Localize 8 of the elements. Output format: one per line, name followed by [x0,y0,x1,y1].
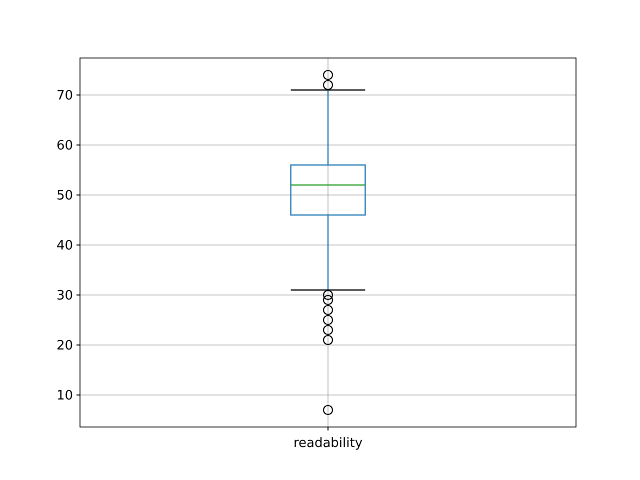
y-tick-label: 40 [56,238,73,254]
x-tick-label: readability [293,436,363,451]
y-tick-label: 20 [56,338,73,354]
y-tick-label: 70 [56,88,73,104]
y-tick-label: 50 [56,188,73,204]
y-tick-label: 60 [56,138,73,154]
y-tick-label: 30 [56,288,73,304]
y-tick-label: 10 [56,388,73,404]
